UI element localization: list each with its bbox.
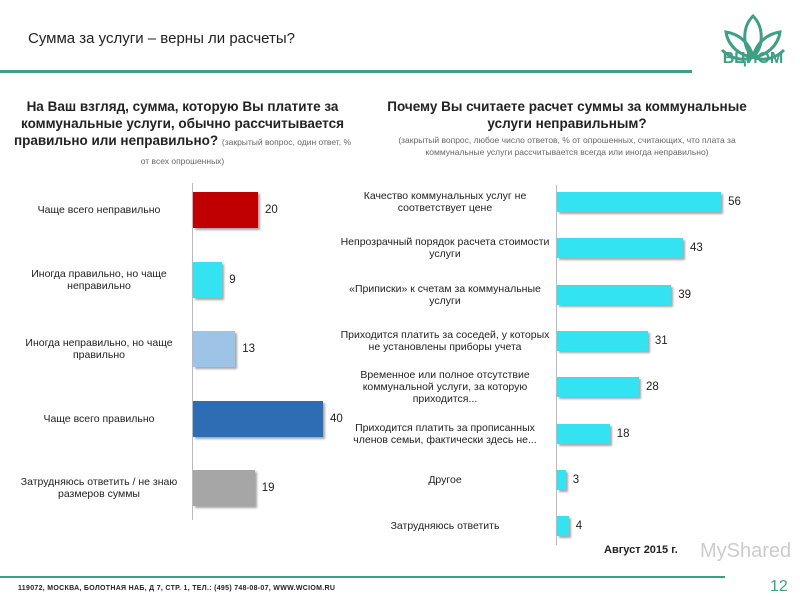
category-label: Иногда правильно, но чаще неправильно bbox=[31, 267, 167, 292]
bar bbox=[557, 516, 569, 537]
value-label: 43 bbox=[689, 242, 703, 255]
category-label: Чаще всего неправильно bbox=[37, 204, 161, 216]
bar bbox=[193, 192, 258, 228]
category-label: Затрудняюсь ответить / не знаю размеров … bbox=[20, 476, 178, 500]
left-title-text: На Ваш взгляд, сумма, которую Вы платите… bbox=[13, 99, 345, 148]
bar bbox=[193, 400, 323, 437]
bar bbox=[557, 330, 648, 351]
header-divider bbox=[0, 70, 692, 73]
left-subtitle: (закрытый вопрос, один ответ, % от всех … bbox=[140, 137, 352, 166]
category-label: Затрудняюсь ответить bbox=[390, 520, 500, 533]
watermark: MyShared bbox=[700, 540, 792, 562]
page-title: Сумма за услуги – верны ли расчеты? bbox=[28, 30, 295, 47]
right-chart-title: Почему Вы считаете расчет суммы за комму… bbox=[387, 99, 747, 131]
bar bbox=[557, 377, 640, 398]
bar bbox=[193, 261, 223, 298]
value-label: 40 bbox=[330, 412, 343, 425]
footer-divider bbox=[0, 576, 725, 578]
category-label: Приходится платить за прописанных членов… bbox=[353, 421, 537, 446]
bar bbox=[557, 238, 683, 259]
category-label: Качество коммунальных услуг не соответст… bbox=[363, 190, 527, 214]
right-chart-subtitle: (закрытый вопрос, любое число ответов, %… bbox=[398, 135, 736, 157]
bar bbox=[557, 284, 672, 305]
value-label: 4 bbox=[575, 520, 583, 533]
value-label: 3 bbox=[572, 473, 580, 486]
category-label: Другое bbox=[428, 473, 462, 486]
bar bbox=[557, 469, 566, 490]
date-note: Август 2015 г. bbox=[604, 544, 678, 556]
value-label: 20 bbox=[265, 204, 278, 216]
logo-text: ВЦИОМ bbox=[722, 50, 784, 67]
value-label: 56 bbox=[728, 196, 741, 208]
y-axis bbox=[556, 185, 557, 545]
y-axis bbox=[192, 183, 193, 520]
category-label: Временное или полное отсутствие коммунал… bbox=[360, 369, 530, 406]
page-number: 12 bbox=[770, 578, 788, 595]
value-label: 13 bbox=[242, 343, 256, 355]
value-label: 31 bbox=[654, 334, 668, 347]
value-label: 19 bbox=[261, 482, 275, 494]
category-label: «Приписки» к счетам за коммунальные услу… bbox=[349, 282, 541, 307]
value-label: 9 bbox=[229, 273, 236, 286]
bar bbox=[193, 331, 236, 367]
bar bbox=[193, 470, 255, 506]
value-label: 18 bbox=[616, 427, 630, 440]
value-label: 28 bbox=[646, 381, 659, 394]
category-label: Чаще всего правильно bbox=[43, 412, 155, 425]
footer-address: 119072, МОСКВА, БОЛОТНАЯ НАБ, Д 7, СТР. … bbox=[18, 585, 336, 592]
category-label: Непрозрачный порядок расчета стоимости у… bbox=[340, 236, 550, 261]
category-label: Приходится платить за соседей, у которых… bbox=[340, 328, 550, 353]
left-chart-title: На Ваш взгляд, сумма, которую Вы платите… bbox=[10, 98, 355, 170]
bar bbox=[557, 192, 722, 212]
value-label: 39 bbox=[678, 288, 692, 301]
logo-flower-icon bbox=[720, 13, 786, 61]
bar bbox=[557, 423, 610, 444]
category-label: Иногда неправильно, но чаще правильно bbox=[25, 337, 173, 361]
